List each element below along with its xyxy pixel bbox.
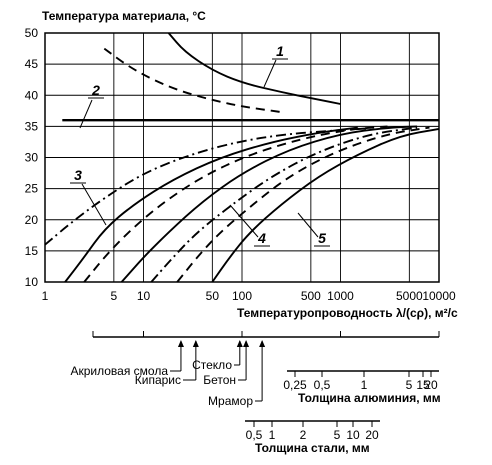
x-tick-label: 500 bbox=[301, 289, 321, 303]
y-tick-label: 10 bbox=[25, 275, 39, 289]
curve-3-dashdot-3 bbox=[44, 127, 371, 246]
material-arrow bbox=[177, 340, 184, 347]
material-arrow bbox=[243, 340, 250, 347]
plot-frame bbox=[44, 32, 440, 283]
y-tick-label: 25 bbox=[25, 182, 39, 196]
leader-line-3 bbox=[81, 183, 107, 226]
steel-tick-label: 0,5 bbox=[246, 428, 263, 442]
curve-1-dashed-1 bbox=[103, 47, 282, 114]
x-tick-label: 50 bbox=[206, 289, 220, 303]
leader-line-1 bbox=[263, 59, 277, 88]
steel-tick-label: 10 bbox=[346, 428, 360, 442]
y-tick-label: 45 bbox=[25, 57, 39, 71]
curve-label-3: 3 bbox=[74, 167, 82, 183]
x-axis-label: Температуропроводность λ/(cρ), м²/с bbox=[237, 306, 458, 320]
curve-label-1: 1 bbox=[276, 43, 284, 59]
x-tick-label: 10 bbox=[137, 289, 151, 303]
y-tick-label: 20 bbox=[25, 213, 39, 227]
aluminium-tick-label: 15 bbox=[416, 378, 430, 392]
y-tick-label: 40 bbox=[25, 88, 39, 102]
x-tick-label: 5 bbox=[111, 289, 118, 303]
curve-4-dashdot-7 bbox=[150, 126, 418, 283]
steel-tick-label: 1 bbox=[269, 428, 276, 442]
steel-tick-label: 5 bbox=[334, 428, 341, 442]
x-tick-label: 10000 bbox=[422, 289, 456, 303]
x-tick-label: 5000 bbox=[396, 289, 423, 303]
material-arrow bbox=[192, 340, 199, 347]
curves bbox=[44, 32, 440, 283]
material-label: Мрамор bbox=[208, 394, 253, 408]
aluminium-title: Толщина алюминия, мм bbox=[298, 391, 441, 405]
material-label: Бетон bbox=[203, 373, 236, 387]
leader-line-5 bbox=[297, 212, 319, 238]
aluminium-tick-label: 0,25 bbox=[283, 378, 307, 392]
material-arrow bbox=[259, 340, 266, 347]
curve-5-solid-9 bbox=[211, 127, 440, 283]
material-label: Стекло bbox=[192, 358, 232, 372]
steel-tick-label: 2 bbox=[300, 428, 307, 442]
chart-title: Температура материала, °С bbox=[42, 9, 206, 23]
curve-4-solid-6 bbox=[120, 125, 418, 283]
curve-label-2: 2 bbox=[91, 82, 100, 98]
leader-line-2 bbox=[79, 99, 93, 129]
curve-3-solid-4 bbox=[64, 126, 358, 283]
leader-line-4 bbox=[229, 204, 259, 238]
material-arrow bbox=[236, 340, 243, 347]
y-tick-label: 30 bbox=[25, 151, 39, 165]
curve-label-4: 4 bbox=[257, 230, 266, 246]
x-tick-label: 1 bbox=[42, 289, 49, 303]
curve-label-5: 5 bbox=[318, 230, 326, 246]
curve-labels: 1 2 3 4 5 bbox=[70, 43, 330, 247]
curve-1-solid-0 bbox=[167, 32, 341, 105]
material-label: Кипарис bbox=[135, 373, 181, 387]
x-tick-label: 1000 bbox=[327, 289, 354, 303]
material-label: Акриловая смола bbox=[70, 364, 168, 378]
aluminium-tick-label: 5 bbox=[406, 378, 413, 392]
aluminium-tick-label: 0,5 bbox=[314, 378, 331, 392]
steel-title: Толщина стали, мм bbox=[255, 441, 370, 455]
y-tick-label: 15 bbox=[25, 244, 39, 258]
aluminium-tick-label: 1 bbox=[361, 378, 368, 392]
y-tick-label: 50 bbox=[25, 26, 39, 40]
curve-4-dashed-8 bbox=[176, 126, 430, 283]
steel-tick-label: 20 bbox=[365, 428, 379, 442]
x-tick-label: 100 bbox=[232, 289, 252, 303]
aluminium-tick-label: 20 bbox=[424, 378, 438, 392]
y-tick-label: 35 bbox=[25, 119, 39, 133]
